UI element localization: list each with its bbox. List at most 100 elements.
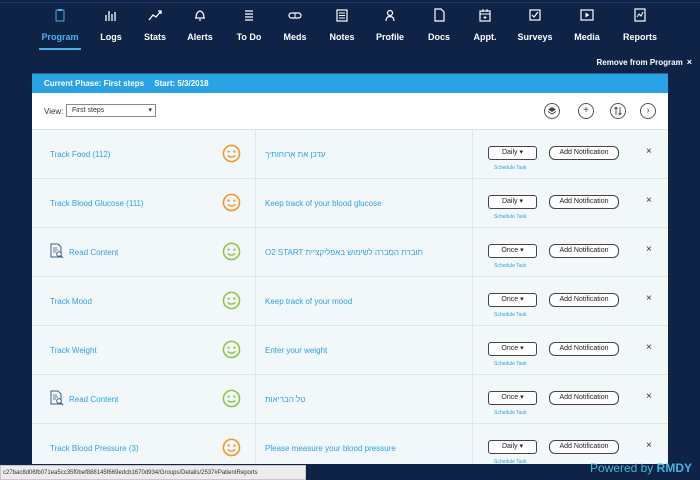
tab-meds[interactable]: Meds: [270, 8, 320, 50]
tab-surveys[interactable]: Surveys: [510, 8, 560, 50]
task-description: עדכן את ארוחותיך: [265, 150, 326, 159]
document-search-icon: [50, 390, 64, 406]
tab-label: Docs: [427, 32, 450, 42]
tab-logs[interactable]: Logs: [86, 8, 136, 50]
task-name-link[interactable]: Track Weight: [50, 346, 97, 355]
frequency-dropdown[interactable]: Once ▾: [488, 391, 537, 405]
smiley-green-icon[interactable]: [222, 389, 241, 408]
powered-prefix: Powered by: [589, 461, 654, 475]
add-task-button[interactable]: +: [578, 103, 594, 119]
schedule-task-link[interactable]: Schedule Task: [494, 361, 527, 367]
tab-program[interactable]: Program: [35, 8, 85, 50]
add-notification-button[interactable]: Add Notification: [549, 391, 619, 405]
add-notification-button[interactable]: Add Notification: [549, 146, 619, 160]
tab-stats[interactable]: Stats: [130, 8, 180, 50]
tab-label: Meds: [283, 32, 307, 42]
schedule-task-link[interactable]: Schedule Task: [494, 312, 527, 318]
program-panel: Current Phase: First steps Start: 5/3/20…: [32, 74, 668, 464]
schedule-task-link[interactable]: Schedule Task: [494, 410, 527, 416]
delete-task-icon[interactable]: ×: [646, 146, 652, 157]
document-icon: [414, 8, 464, 26]
schedule-task-link[interactable]: Schedule Task: [494, 165, 527, 171]
layers-button[interactable]: [544, 103, 560, 119]
task-name-cell: Read Content: [32, 228, 256, 276]
tab-notes[interactable]: Notes: [317, 8, 367, 50]
phase-bar: Current Phase: First steps Start: 5/3/20…: [32, 74, 668, 93]
top-navigation: Program Logs Stats Alerts To Do Meds Notes Prof…: [0, 0, 700, 50]
task-description-cell: Keep track of your blood glucose: [256, 179, 472, 227]
tab-label: To Do: [236, 32, 262, 42]
remove-from-program-button[interactable]: Remove from Program ×: [596, 57, 692, 67]
bell-icon: [175, 8, 225, 26]
tab-appt[interactable]: Appt.: [460, 8, 510, 50]
task-name-link[interactable]: Track Blood Glucose (111): [50, 199, 144, 208]
view-selected: First steps: [72, 107, 105, 114]
delete-task-icon[interactable]: ×: [646, 440, 652, 451]
person-icon: [365, 8, 415, 26]
list-icon: [224, 8, 274, 26]
tab-profile[interactable]: Profile: [365, 8, 415, 50]
smiley-green-icon[interactable]: [222, 291, 241, 310]
task-list: Track Food (112) עדכן את ארוחותיך Daily ▾ S…: [32, 130, 668, 464]
task-name-link[interactable]: Track Blood Pressure (3): [50, 444, 139, 453]
reorder-button[interactable]: [610, 103, 626, 119]
task-description-cell: Please measure your blood pressure: [256, 424, 472, 464]
delete-task-icon[interactable]: ×: [646, 244, 652, 255]
task-row: Track Weight Enter your weight Once ▾ Sched…: [32, 326, 668, 375]
tab-media[interactable]: Media: [562, 8, 612, 50]
add-notification-button[interactable]: Add Notification: [549, 244, 619, 258]
frequency-dropdown[interactable]: Once ▾: [488, 293, 537, 307]
reorder-icon: [614, 106, 622, 116]
next-button[interactable]: ›: [640, 103, 656, 119]
task-description-cell: O2 START חוברת הסברה לשימוש באפליקציית: [256, 228, 472, 276]
trend-icon: [130, 8, 180, 26]
smiley-green-icon[interactable]: [222, 340, 241, 359]
tab-reports[interactable]: Reports: [615, 8, 665, 50]
clipboard-icon: [35, 8, 85, 26]
tab-alerts[interactable]: Alerts: [175, 8, 225, 50]
task-name-link[interactable]: Read Content: [69, 248, 119, 257]
task-description: טל הבריאות: [265, 395, 306, 404]
task-description: Keep track of your mood: [265, 297, 353, 306]
tab-label: Stats: [143, 32, 166, 42]
task-name-link[interactable]: Read Content: [69, 395, 119, 404]
task-row: Track Blood Pressure (3) Please measure y…: [32, 424, 668, 464]
frequency-dropdown[interactable]: Daily ▾: [488, 146, 537, 160]
tab-label: Program: [41, 32, 79, 42]
tab-label: Reports: [622, 32, 657, 42]
plus-icon: +: [583, 105, 589, 116]
add-notification-button[interactable]: Add Notification: [549, 293, 619, 307]
task-name-link[interactable]: Track Food (112): [50, 150, 111, 159]
tab-label: Profile: [375, 32, 404, 42]
add-notification-button[interactable]: Add Notification: [549, 440, 619, 454]
task-row: Track Food (112) עדכן את ארוחותיך Daily ▾ S…: [32, 130, 668, 179]
task-actions-cell: Daily ▾ Schedule Task Add Notification ×: [472, 179, 668, 227]
task-name-link[interactable]: Track Mood: [50, 297, 92, 306]
task-name-cell: Track Mood: [32, 277, 256, 325]
chevron-down-icon: ▾: [148, 107, 152, 114]
schedule-task-link[interactable]: Schedule Task: [494, 214, 527, 220]
smiley-orange-icon[interactable]: [222, 438, 241, 457]
frequency-dropdown[interactable]: Once ▾: [488, 342, 537, 356]
tab-to-do[interactable]: To Do: [224, 8, 274, 50]
frequency-dropdown[interactable]: Once ▾: [488, 244, 537, 258]
delete-task-icon[interactable]: ×: [646, 195, 652, 206]
task-description-cell: Enter your weight: [256, 326, 472, 374]
task-description: Please measure your blood pressure: [265, 444, 396, 453]
frequency-dropdown[interactable]: Daily ▾: [488, 440, 537, 454]
delete-task-icon[interactable]: ×: [646, 293, 652, 304]
schedule-task-link[interactable]: Schedule Task: [494, 263, 527, 269]
smiley-green-icon[interactable]: [222, 242, 241, 261]
delete-task-icon[interactable]: ×: [646, 342, 652, 353]
delete-task-icon[interactable]: ×: [646, 391, 652, 402]
smiley-orange-icon[interactable]: [222, 144, 241, 163]
add-notification-button[interactable]: Add Notification: [549, 195, 619, 209]
nav-divider: [32, 73, 668, 74]
smiley-orange-icon[interactable]: [222, 193, 241, 212]
add-notification-button[interactable]: Add Notification: [549, 342, 619, 356]
tab-label: Notes: [329, 32, 355, 42]
schedule-task-link[interactable]: Schedule Task: [494, 459, 527, 464]
tab-docs[interactable]: Docs: [414, 8, 464, 50]
frequency-dropdown[interactable]: Daily ▾: [488, 195, 537, 209]
view-select[interactable]: First steps ▾: [66, 104, 156, 117]
